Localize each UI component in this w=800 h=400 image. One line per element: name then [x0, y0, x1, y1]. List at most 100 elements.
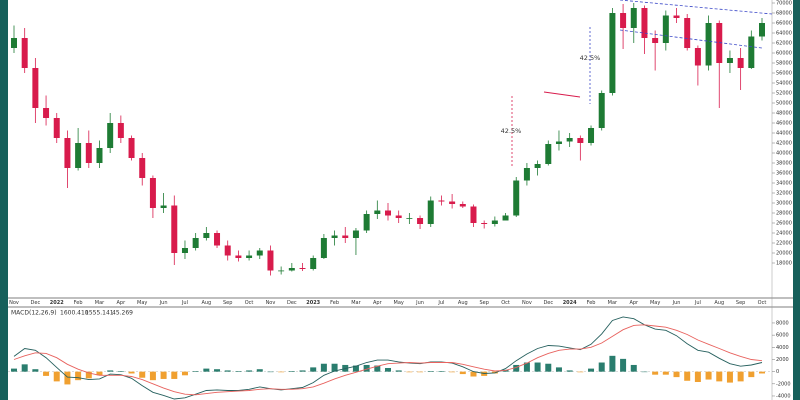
- x-tick-label: Oct: [501, 300, 510, 306]
- histogram-bar: [716, 371, 723, 382]
- histogram-bar: [737, 371, 744, 382]
- x-tick-label: Dec: [543, 300, 553, 306]
- histogram-bar: [385, 367, 391, 372]
- annotation: 42.5%: [580, 54, 601, 62]
- histogram-bar: [609, 355, 616, 372]
- histogram-bar: [417, 371, 424, 373]
- x-tick-label: Nov: [522, 300, 532, 306]
- y-tick-label: 46000: [776, 121, 792, 127]
- y-tick-label: 42000: [776, 141, 792, 147]
- histogram-bar: [449, 371, 456, 373]
- histogram-bar: [641, 371, 648, 373]
- candle-body: [759, 23, 765, 37]
- histogram-bar: [534, 362, 541, 372]
- candle-body: [278, 270, 285, 272]
- histogram-bar: [53, 371, 60, 382]
- histogram-bar: [406, 371, 413, 373]
- y-tick-label: 64000: [776, 31, 792, 37]
- histogram-bar: [577, 371, 584, 373]
- y-tick-label: 40000: [776, 151, 792, 157]
- histogram-bar: [320, 363, 327, 372]
- macd-legend: MACD(12,26,9) 1600.410 1555.141 45.269: [11, 310, 133, 317]
- macd-line: [13, 324, 763, 396]
- candle-body: [288, 268, 295, 271]
- histogram-bar: [352, 365, 359, 372]
- candle-body: [395, 215, 402, 218]
- candle-body: [299, 268, 306, 269]
- candle-body: [310, 258, 317, 269]
- y-tick-label: 18000: [776, 261, 792, 267]
- candle-body: [267, 250, 274, 271]
- y-tick-label: 0: [776, 369, 779, 375]
- candle-body: [128, 138, 135, 158]
- histogram-bar: [705, 371, 712, 380]
- candle-body: [224, 245, 231, 256]
- x-tick-label: May: [650, 300, 660, 306]
- histogram-bar: [694, 371, 701, 382]
- candle-body: [246, 255, 253, 258]
- x-tick-label: Jun: [159, 300, 168, 306]
- candle-body: [598, 93, 605, 128]
- histogram-bar: [203, 368, 210, 372]
- candle-body: [406, 218, 413, 219]
- histogram-bar: [160, 371, 167, 379]
- histogram-bar: [555, 367, 562, 372]
- histogram-bar: [224, 370, 231, 372]
- histogram-bar: [662, 371, 669, 375]
- annotations: 42.5% 42.5%: [501, 0, 773, 168]
- x-tick-label: Oct: [245, 300, 254, 306]
- x-tick-label: Aug: [458, 300, 468, 306]
- x-tick-label: Apr: [373, 300, 383, 306]
- x-tick-label: Aug: [714, 300, 724, 306]
- frame-right: [793, 0, 800, 400]
- x-tick-label: Mar: [351, 300, 361, 306]
- frame-left: [0, 0, 8, 400]
- candle-body: [21, 38, 28, 68]
- histogram-bar: [171, 371, 178, 379]
- y-tick-label: 6000: [776, 333, 789, 339]
- annotation: 42.5%: [501, 127, 522, 135]
- candle-body: [641, 8, 648, 38]
- candle-body: [181, 248, 188, 253]
- histogram-bar: [21, 364, 28, 372]
- histogram-bar: [32, 369, 39, 372]
- candle-body: [331, 235, 338, 238]
- candle-body: [64, 138, 71, 168]
- histogram-bar: [566, 370, 573, 372]
- y-tick-label: 30000: [776, 201, 792, 207]
- candle-body: [96, 148, 103, 163]
- y-tick-label: 52000: [776, 91, 792, 97]
- candle-body: [737, 58, 744, 68]
- y-tick-label: 58000: [776, 61, 792, 67]
- histogram-bar: [181, 371, 188, 376]
- x-tick-label: Sep: [223, 300, 232, 306]
- x-tick-label: Feb: [587, 300, 596, 306]
- candle-body: [523, 168, 530, 181]
- x-tick-label: Sep: [736, 300, 745, 306]
- candle-body: [716, 23, 723, 63]
- x-tick-label: Mar: [95, 300, 105, 306]
- x-tick-label: Dec: [31, 300, 41, 306]
- candle-body: [320, 238, 327, 258]
- histogram-bar: [214, 369, 221, 372]
- histogram-bar: [235, 371, 242, 372]
- candle-body: [85, 143, 92, 163]
- macd-panel: [8, 316, 772, 400]
- candle-body: [694, 48, 701, 66]
- histogram-bar: [139, 371, 146, 378]
- y-tick-label: 62000: [776, 41, 792, 47]
- x-tick-label: Dec: [287, 300, 297, 306]
- candle-body: [620, 13, 627, 28]
- candle-body: [43, 108, 50, 118]
- histogram-bar: [652, 371, 659, 375]
- candle-body: [566, 138, 573, 142]
- x-tick-label: Mar: [608, 300, 618, 306]
- candle-body: [417, 218, 424, 224]
- histogram-bar: [128, 371, 135, 374]
- histogram-bar: [620, 358, 627, 372]
- y-tick-label: 32000: [776, 191, 792, 197]
- candle-body: [684, 18, 691, 48]
- channel-line: [619, 29, 763, 49]
- candle-body: [427, 200, 434, 224]
- y-tick-label: -2000: [776, 381, 791, 387]
